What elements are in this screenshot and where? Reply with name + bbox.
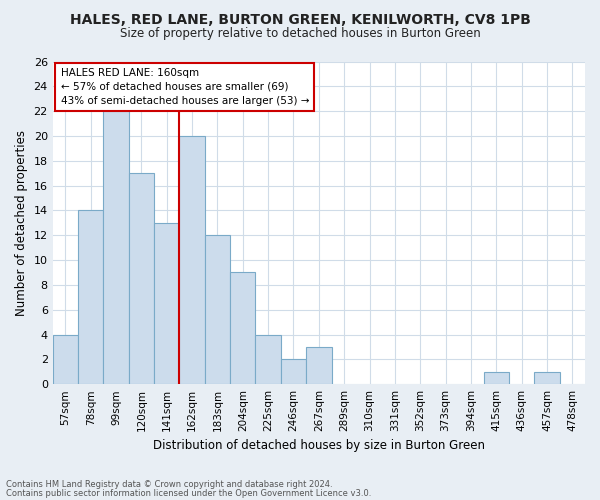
Bar (129, 173, 154, 384)
Bar (53, 334, 78, 384)
Text: Contains HM Land Registry data © Crown copyright and database right 2024.: Contains HM Land Registry data © Crown c… (6, 480, 332, 489)
Bar (78, 210, 103, 384)
Text: Contains public sector information licensed under the Open Government Licence v3: Contains public sector information licen… (6, 488, 371, 498)
Bar (230, 272, 256, 384)
Bar (103, 111, 129, 384)
Text: HALES RED LANE: 160sqm
← 57% of detached houses are smaller (69)
43% of semi-det: HALES RED LANE: 160sqm ← 57% of detached… (61, 68, 309, 106)
Bar (179, 136, 205, 384)
Bar (154, 223, 179, 384)
Bar (256, 334, 281, 384)
Bar (281, 360, 306, 384)
Text: Size of property relative to detached houses in Burton Green: Size of property relative to detached ho… (119, 28, 481, 40)
X-axis label: Distribution of detached houses by size in Burton Green: Distribution of detached houses by size … (153, 440, 485, 452)
Bar (306, 347, 332, 384)
Bar (205, 236, 230, 384)
Text: HALES, RED LANE, BURTON GREEN, KENILWORTH, CV8 1PB: HALES, RED LANE, BURTON GREEN, KENILWORT… (70, 12, 530, 26)
Y-axis label: Number of detached properties: Number of detached properties (15, 130, 28, 316)
Bar (535, 372, 560, 384)
Bar (484, 372, 509, 384)
